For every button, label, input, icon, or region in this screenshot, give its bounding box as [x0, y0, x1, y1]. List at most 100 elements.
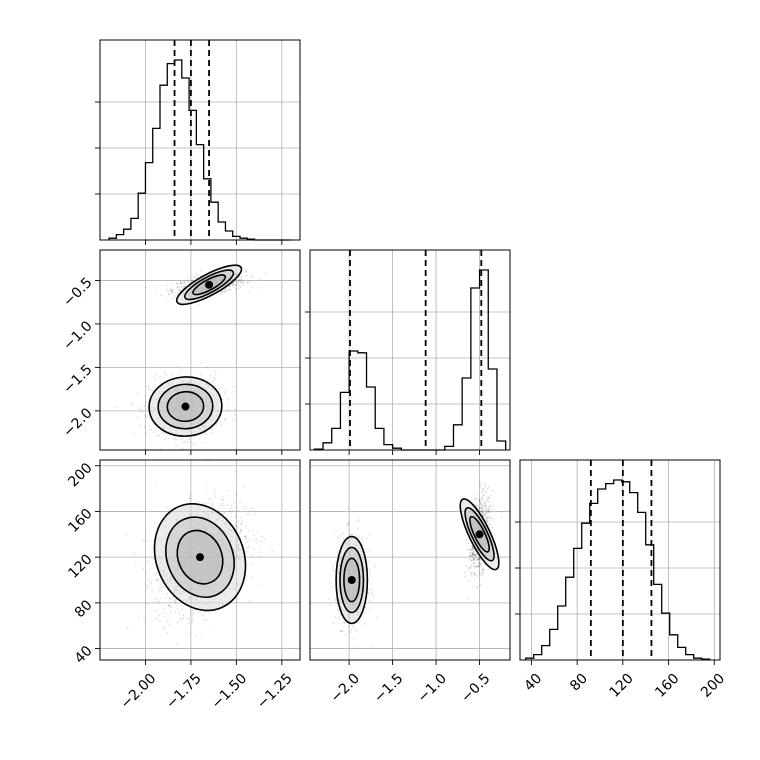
scatter-point: [145, 416, 148, 418]
scatter-point: [191, 609, 194, 612]
scatter-point: [357, 537, 360, 540]
scatter-point: [171, 290, 174, 293]
density-peak: [181, 402, 190, 411]
scatter-point: [472, 547, 474, 549]
scatter-point: [148, 425, 151, 427]
scatter-point: [238, 287, 240, 290]
scatter-point: [482, 495, 485, 497]
scatter-point: [475, 554, 477, 557]
scatter-point: [481, 498, 483, 500]
scatter-point: [180, 282, 183, 285]
scatter-point: [482, 514, 484, 517]
scatter-point: [158, 602, 160, 604]
scatter-point: [232, 281, 235, 284]
scatter-point: [475, 504, 478, 506]
scatter-point: [489, 511, 491, 514]
scatter-point: [147, 579, 150, 581]
scatter-point: [222, 495, 225, 498]
scatter-point: [234, 516, 237, 519]
scatter-point: [263, 538, 266, 540]
scatter-point: [371, 591, 373, 594]
scatter-point: [468, 542, 470, 544]
scatter-point: [241, 520, 243, 522]
scatter-point: [227, 408, 230, 411]
scatter-point: [125, 534, 128, 537]
scatter-point: [369, 533, 372, 536]
scatter-point: [486, 516, 488, 519]
scatter-point: [475, 586, 478, 589]
scatter-point: [177, 288, 179, 291]
scatter-point: [245, 508, 248, 511]
scatter-point: [143, 405, 146, 408]
scatter-point: [484, 514, 487, 516]
scatter-point: [245, 535, 247, 538]
x-tick-label: 40: [521, 671, 545, 695]
scatter-point: [375, 616, 378, 619]
scatter-point: [162, 628, 164, 631]
scatter-point: [469, 548, 472, 551]
scatter-point: [176, 643, 178, 646]
scatter-point: [487, 506, 490, 508]
scatter-point: [240, 528, 243, 531]
scatter-point: [223, 290, 226, 293]
scatter-point: [483, 494, 486, 497]
scatter-point: [369, 549, 371, 552]
scatter-point: [474, 566, 476, 568]
scatter-point: [233, 414, 236, 417]
scatter-point: [470, 559, 473, 562]
scatter-point: [467, 569, 470, 571]
scatter-point: [191, 614, 194, 617]
scatter-point: [221, 290, 224, 293]
scatter-point: [155, 572, 158, 575]
scatter-point: [149, 580, 152, 583]
scatter-point: [479, 563, 482, 566]
scatter-point: [260, 540, 263, 542]
scatter-point: [251, 576, 254, 579]
scatter-point: [202, 619, 205, 622]
scatter-point: [182, 617, 185, 619]
scatter-point: [473, 565, 475, 567]
scatter-point: [213, 628, 215, 630]
scatter-point: [168, 604, 170, 607]
scatter-point: [348, 522, 350, 524]
scatter-point: [342, 538, 345, 541]
scatter-point: [191, 441, 194, 444]
scatter-point: [481, 510, 484, 513]
y-tick-label: 40: [72, 643, 96, 667]
scatter-point: [265, 272, 268, 275]
scatter-point: [476, 505, 478, 507]
scatter-point: [183, 285, 186, 288]
scatter-point: [485, 505, 487, 507]
scatter-point: [486, 518, 488, 520]
scatter-point: [235, 287, 237, 290]
scatter-point: [239, 501, 242, 504]
scatter-point: [491, 508, 493, 511]
scatter-point: [481, 496, 483, 499]
scatter-point: [134, 561, 137, 564]
scatter-point: [345, 634, 347, 637]
scatter-point: [190, 279, 193, 282]
scatter-point: [476, 493, 478, 496]
scatter-point: [473, 558, 476, 561]
scatter-point: [485, 500, 488, 503]
scatter-point: [130, 402, 132, 404]
scatter-point: [143, 426, 146, 428]
scatter-point: [253, 534, 256, 537]
scatter-point: [492, 504, 494, 507]
scatter-point: [149, 428, 152, 431]
scatter-point: [186, 279, 189, 282]
scatter-point: [473, 553, 475, 556]
scatter-point: [340, 535, 343, 537]
scatter-point: [251, 554, 253, 557]
scatter-point: [474, 574, 477, 577]
scatter-point: [331, 585, 333, 588]
scatter-point: [170, 291, 173, 293]
scatter-point: [479, 559, 481, 561]
scatter-point: [469, 567, 472, 569]
scatter-point: [210, 498, 213, 501]
scatter-point: [138, 617, 141, 620]
scatter-point: [355, 646, 358, 649]
scatter-point: [196, 273, 199, 276]
scatter-point: [211, 431, 214, 434]
scatter-point: [220, 290, 223, 293]
